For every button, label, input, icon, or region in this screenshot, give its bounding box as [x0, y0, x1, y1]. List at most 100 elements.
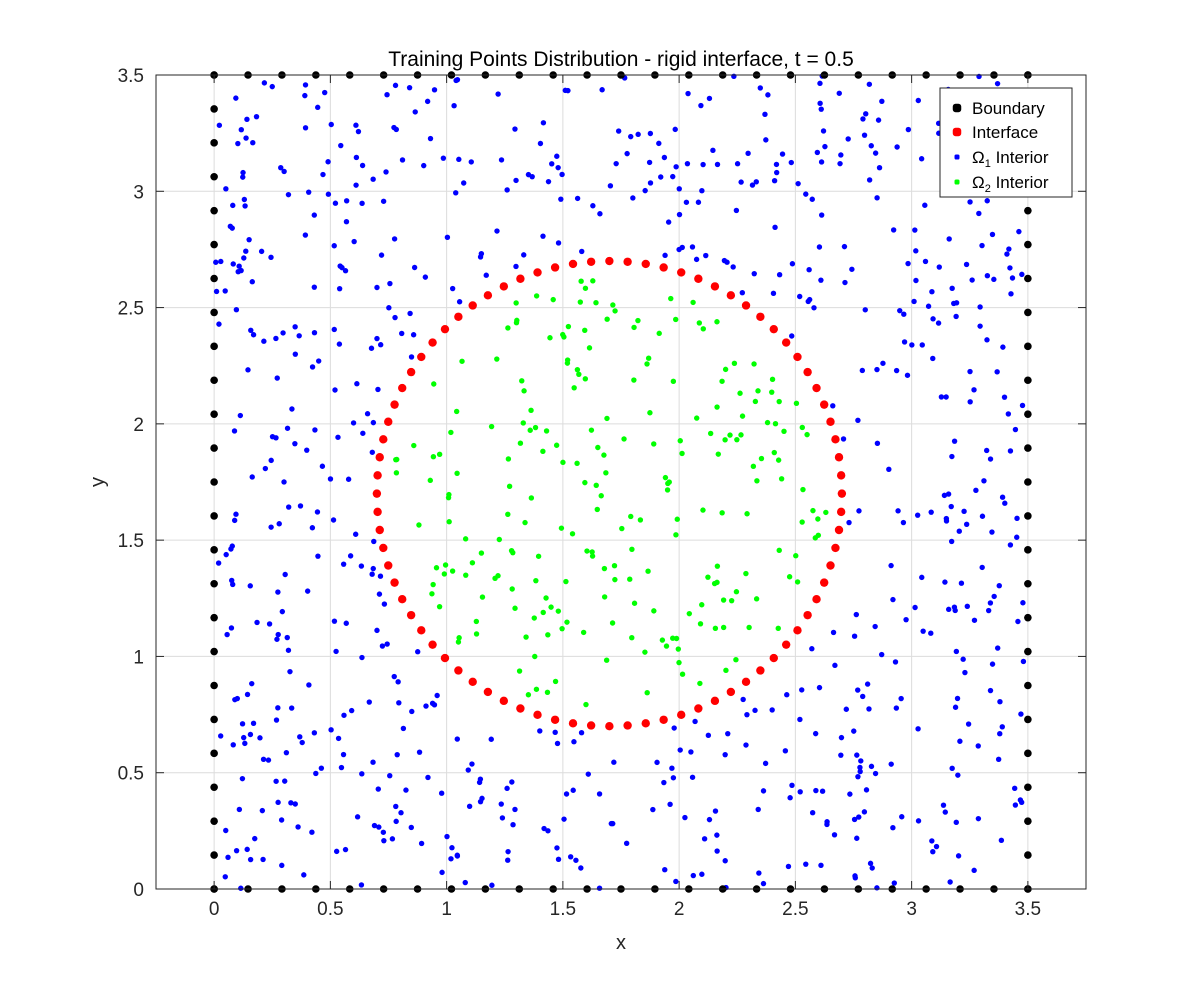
omega1-interior-point [292, 324, 298, 330]
omega1-interior-point [236, 263, 242, 269]
omega1-interior-point [555, 856, 562, 862]
omega2-interior-point [528, 495, 535, 501]
omega2-interior-point [560, 331, 566, 338]
omega1-interior-point [658, 174, 664, 180]
omega1-interior-point [752, 707, 758, 714]
omega1-interior-point [342, 846, 349, 853]
omega1-interior-point [964, 603, 971, 610]
omega1-interior-point [953, 648, 960, 655]
omega1-interior-point [563, 791, 570, 797]
omega1-interior-point [554, 740, 561, 747]
omega2-interior-point [786, 574, 793, 580]
interface-point [836, 507, 846, 517]
omega1-interior-point [930, 316, 936, 322]
omega1-interior-point [336, 285, 343, 292]
omega1-interior-point [355, 128, 362, 135]
omega1-interior-point [368, 345, 375, 351]
omega1-interior-point [268, 254, 274, 261]
omega1-interior-point [956, 528, 962, 534]
omega1-interior-point [892, 659, 899, 665]
interface-point [372, 489, 382, 498]
omega1-interior-point [282, 778, 288, 784]
omega1-interior-point [233, 95, 239, 101]
omega1-interior-point [949, 765, 955, 772]
omega1-interior-point [545, 828, 551, 834]
y-tick-label: 2.5 [118, 299, 144, 320]
omega1-interior-point [318, 765, 325, 771]
omega2-interior-point [528, 407, 534, 414]
omega1-interior-point [953, 300, 960, 306]
omega1-interior-point [239, 721, 246, 727]
omega1-interior-point [662, 867, 668, 873]
omega1-interior-point [439, 869, 445, 876]
omega1-interior-point [453, 190, 459, 196]
omega1-interior-point [578, 729, 585, 736]
omega2-interior-point [543, 428, 550, 434]
omega2-interior-point [429, 591, 435, 597]
omega1-interior-point [875, 117, 882, 123]
omega1-interior-point [809, 196, 815, 202]
omega1-interior-point [240, 174, 246, 180]
omega2-interior-point [565, 323, 572, 330]
omega1-interior-point [279, 608, 286, 615]
omega1-interior-point [454, 852, 460, 858]
omega2-interior-point [582, 327, 588, 333]
boundary-point [210, 512, 218, 520]
omega1-interior-point [979, 242, 985, 249]
omega1-interior-point [371, 822, 378, 829]
omega2-interior-point [456, 635, 462, 641]
omega1-interior-point [444, 833, 450, 840]
omega1-interior-point [223, 827, 229, 834]
omega1-interior-point [901, 311, 907, 317]
omega2-interior-point [662, 474, 669, 481]
omega1-interior-point [488, 736, 494, 742]
omega1-interior-point [795, 180, 801, 187]
omega2-interior-point [523, 634, 529, 640]
omega2-interior-point [442, 562, 449, 568]
omega2-interior-point [673, 532, 679, 538]
omega1-interior-point [370, 419, 377, 426]
omega1-interior-point [374, 284, 380, 291]
interface-point [623, 721, 632, 730]
omega1-interior-point [822, 143, 828, 150]
omega1-interior-point [996, 583, 1002, 589]
omega1-interior-point [957, 738, 963, 744]
omega1-interior-point [545, 178, 552, 185]
omega1-interior-point [311, 329, 318, 336]
interface-point [819, 578, 829, 587]
omega1-interior-point [1020, 658, 1027, 665]
omega1-interior-point [692, 718, 698, 725]
omega2-interior-point [690, 299, 696, 306]
interface-point [375, 453, 384, 462]
omega1-interior-point [336, 341, 343, 347]
omega1-interior-point [1011, 785, 1018, 792]
omega1-interior-point [359, 771, 365, 777]
omega1-interior-point [230, 261, 236, 267]
omega1-interior-point [296, 333, 302, 339]
omega2-interior-point [776, 398, 782, 405]
omega1-interior-point [381, 837, 387, 844]
omega1-interior-point [561, 816, 567, 822]
boundary-point [1024, 410, 1032, 418]
omega1-interior-point [549, 161, 555, 167]
omega1-interior-point [340, 751, 347, 758]
omega1-interior-point [364, 411, 371, 417]
omega2-interior-point [799, 424, 805, 431]
interface-point [440, 324, 450, 334]
omega1-interior-point [292, 801, 298, 807]
omega2-interior-point [532, 653, 538, 660]
omega2-interior-point [601, 594, 608, 600]
omega1-interior-point [222, 288, 228, 294]
boundary-point [1024, 274, 1032, 283]
omega2-interior-point [711, 580, 718, 587]
omega1-interior-point [731, 73, 737, 80]
omega2-interior-point [751, 361, 757, 367]
omega2-interior-point [448, 429, 454, 436]
omega1-interior-point [888, 761, 894, 767]
omega1-interior-point [415, 649, 421, 655]
omega1-interior-point [1001, 394, 1008, 400]
omega1-interior-point [999, 724, 1005, 730]
omega2-interior-point [469, 560, 476, 566]
omega2-interior-point [674, 516, 680, 522]
omega2-interior-point [750, 463, 757, 470]
